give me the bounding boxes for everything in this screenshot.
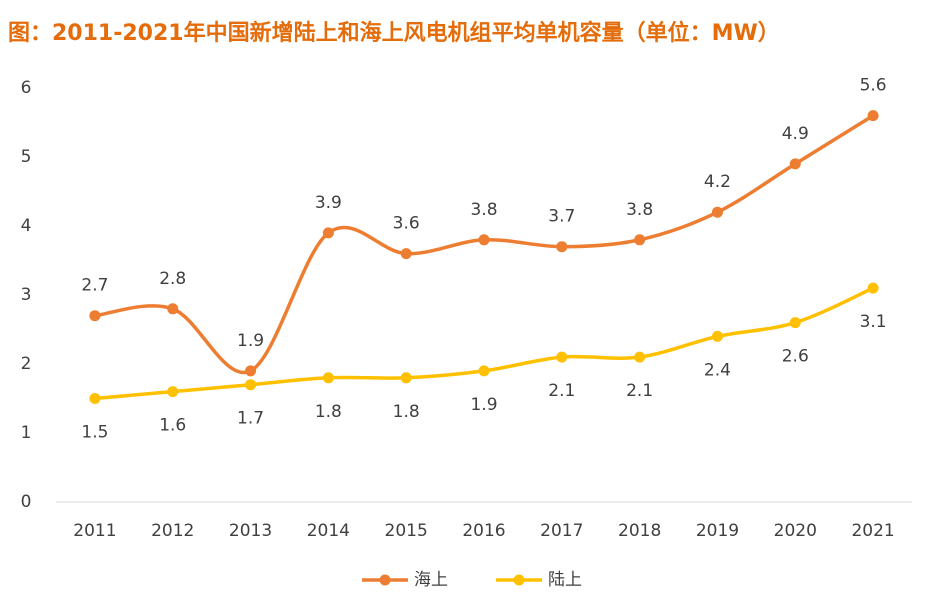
marker [634, 234, 646, 246]
data-label: 1.9 [237, 331, 264, 351]
x-tick-label: 2011 [73, 521, 116, 541]
series-line [94, 114, 875, 375]
x-tick-label: 2019 [696, 521, 739, 541]
marker [245, 379, 257, 391]
marker [867, 282, 879, 294]
data-label: 3.7 [548, 207, 575, 227]
legend-marker [379, 574, 391, 586]
x-tick-label: 2013 [229, 521, 272, 541]
data-label: 3.6 [393, 214, 420, 234]
data-label: 1.8 [393, 402, 420, 422]
legend-label: 陆上 [548, 570, 582, 590]
x-tick-label: 2018 [618, 521, 661, 541]
data-label: 1.9 [470, 395, 497, 415]
data-label: 1.8 [315, 402, 342, 422]
data-label: 2.1 [626, 381, 653, 401]
marker [711, 206, 723, 218]
x-tick-label: 2016 [462, 521, 505, 541]
x-tick-label: 2020 [774, 521, 817, 541]
y-tick-label: 2 [21, 354, 32, 374]
y-tick-label: 3 [21, 285, 32, 305]
marker [89, 310, 101, 322]
marker [478, 365, 490, 377]
marker [789, 158, 801, 170]
data-label: 2.7 [81, 276, 108, 296]
marker [245, 365, 257, 377]
x-tick-label: 2017 [540, 521, 583, 541]
marker [556, 351, 568, 363]
legend-label: 海上 [414, 570, 448, 590]
data-label: 4.9 [782, 124, 809, 144]
marker [478, 234, 490, 246]
marker [556, 241, 568, 253]
y-tick-label: 0 [21, 492, 32, 512]
x-tick-label: 2014 [307, 521, 350, 541]
marker [89, 393, 101, 404]
data-label: 3.8 [470, 200, 497, 220]
series-line [94, 286, 874, 401]
data-label: 3.9 [315, 193, 342, 213]
data-label: 3.1 [860, 312, 887, 332]
marker [634, 351, 646, 363]
data-label: 2.4 [704, 360, 731, 380]
data-label: 2.1 [548, 381, 575, 401]
marker [322, 372, 334, 384]
marker [167, 303, 179, 315]
data-label: 1.5 [81, 423, 108, 443]
data-label: 3.8 [626, 200, 653, 220]
marker [322, 227, 334, 239]
data-label: 1.7 [237, 409, 264, 429]
x-tick-label: 2021 [851, 521, 894, 541]
data-label: 5.6 [860, 76, 887, 96]
legend-marker [513, 574, 525, 586]
data-label: 4.2 [704, 172, 731, 192]
data-label: 1.6 [159, 416, 186, 436]
data-label: 2.8 [159, 269, 186, 289]
chart-title: 图：2011-2021年中国新增陆上和海上风电机组平均单机容量（单位：MW） [8, 20, 780, 46]
data-label: 2.6 [782, 347, 809, 367]
y-tick-label: 4 [21, 216, 32, 236]
x-tick-label: 2015 [385, 521, 428, 541]
marker [867, 110, 879, 122]
marker [789, 317, 801, 329]
y-tick-label: 1 [21, 423, 32, 443]
marker [711, 330, 723, 342]
marker [400, 372, 412, 384]
x-tick-label: 2012 [151, 521, 194, 541]
marker [167, 386, 179, 398]
marker [400, 248, 412, 260]
y-tick-label: 5 [21, 147, 32, 167]
y-tick-label: 6 [21, 78, 32, 98]
